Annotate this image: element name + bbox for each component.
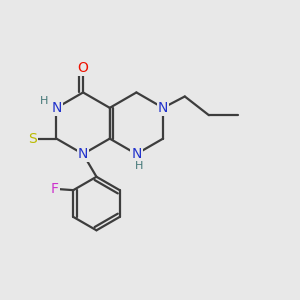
Text: H: H bbox=[135, 161, 143, 171]
Text: S: S bbox=[28, 132, 37, 145]
Text: F: F bbox=[50, 182, 59, 196]
Text: N: N bbox=[51, 101, 62, 115]
Text: O: O bbox=[78, 61, 88, 75]
Text: H: H bbox=[40, 96, 49, 106]
Text: N: N bbox=[158, 101, 168, 115]
Text: N: N bbox=[131, 147, 142, 161]
Text: N: N bbox=[78, 147, 88, 161]
